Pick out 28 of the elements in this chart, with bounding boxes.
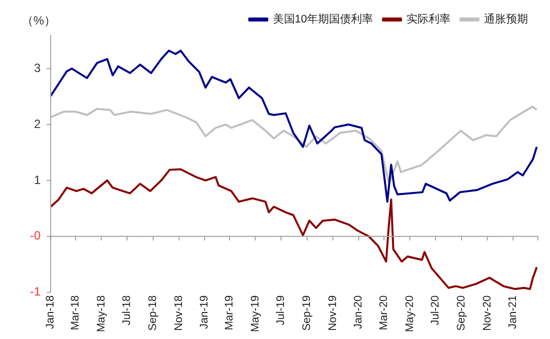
- y-tick-label: 2: [34, 116, 41, 131]
- x-tick-label: Jul-18: [121, 295, 134, 326]
- x-tick-label: May-18: [95, 295, 108, 332]
- x-tick-label: Jan-20: [352, 295, 365, 329]
- x-tick-label: Jan-19: [198, 295, 211, 329]
- x-tick-label: Nov-19: [326, 295, 339, 331]
- y-axis-title: （%）: [21, 13, 56, 28]
- x-tick-label: Jan-18: [44, 295, 57, 329]
- x-tick-label: Nov-18: [172, 295, 185, 331]
- x-tick-label: May-19: [249, 295, 262, 332]
- x-tick-label: Mar-20: [378, 295, 390, 330]
- legend-label: 实际利率: [406, 12, 450, 26]
- x-tick-label: Jan-21: [507, 295, 520, 329]
- x-tick-label: May-20: [404, 295, 416, 332]
- x-tick-label: Sep-19: [301, 295, 314, 331]
- x-tick-label: Mar-19: [224, 295, 236, 330]
- y-tick-label: -1: [30, 284, 41, 299]
- x-tick-label: Nov-20: [481, 295, 494, 331]
- x-tick-label: Sep-18: [147, 295, 160, 331]
- legend-label: 美国10年期国债利率: [272, 12, 374, 26]
- x-tick-label: Mar-18: [70, 295, 82, 330]
- x-tick-label: Jul-20: [430, 295, 442, 326]
- y-tick-label: -0: [30, 228, 41, 243]
- x-tick-label: Sep-20: [456, 295, 468, 331]
- legend-label: 通胀预期: [484, 12, 528, 26]
- x-tick-label: Jul-19: [275, 295, 288, 326]
- y-tick-label: 1: [34, 172, 41, 187]
- y-tick-label: 3: [34, 60, 41, 75]
